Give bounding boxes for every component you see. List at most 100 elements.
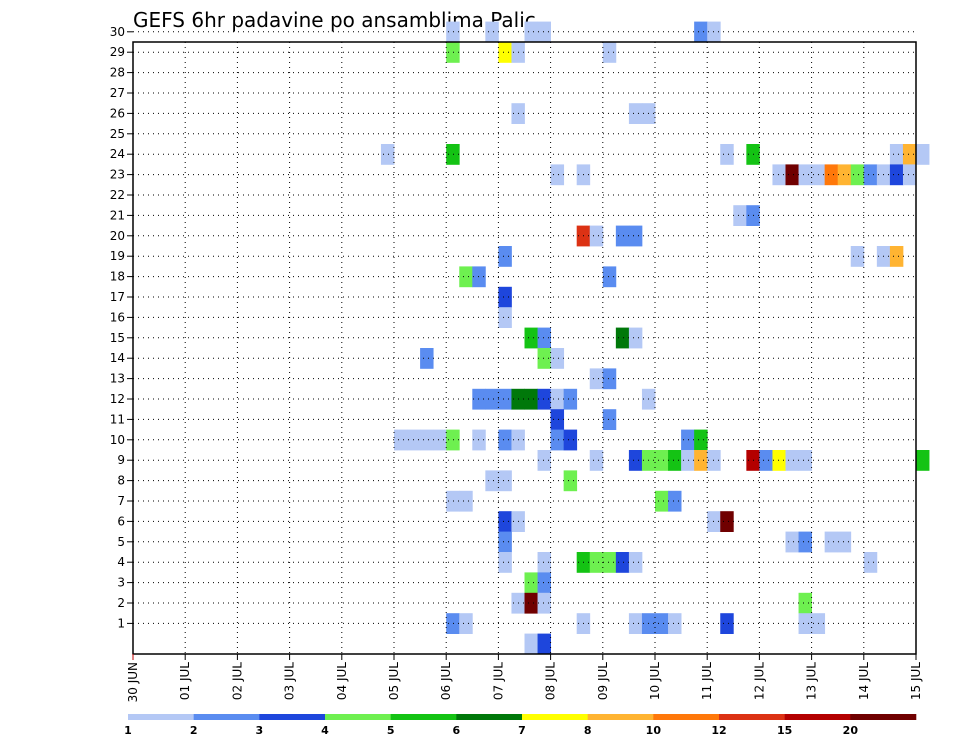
y-tick-label: 9 [117,453,125,467]
precip-cell [485,388,499,410]
precip-cell [589,225,604,247]
precip-cell [524,633,538,655]
precip-cell [837,164,852,186]
x-tick-label: 14 JUL [857,662,871,700]
x-tick-label: 30 JUN [126,662,140,702]
precip-cell [524,388,538,410]
x-tick-label: 10 JUL [648,662,662,700]
precip-cell [498,552,512,573]
y-tick-label: 18 [110,270,125,284]
precip-cell [498,388,512,410]
precip-cell [589,450,604,471]
colorbar-label: 10 [646,724,662,737]
precip-cell [602,409,617,430]
colorbar-swatch [719,714,785,720]
precip-cell [628,225,643,247]
precip-cell [537,388,551,410]
colorbar-label: 15 [777,724,792,737]
precip-cell [694,429,708,451]
y-tick-label: 4 [117,555,125,569]
colorbar-label: 2 [190,724,198,737]
precip-cell [655,450,669,471]
y-tick-label: 21 [110,208,125,222]
precip-cell [720,144,734,165]
colorbar-swatch [653,714,720,720]
y-tick-label: 8 [117,474,125,488]
precip-cell [459,490,473,512]
precip-cell [615,552,630,573]
precip-cell [550,409,565,430]
precip-cell [681,450,695,471]
precip-cell [602,368,617,390]
precip-cell [433,429,447,451]
colorbar-swatch [390,714,457,720]
grid-lines [133,31,916,654]
precip-cell [785,450,799,471]
precip-cell [446,429,460,451]
y-tick-label: 16 [110,310,125,324]
x-tick-label: 07 JUL [491,662,505,700]
y-tick-label: 20 [110,229,125,243]
precip-cell [655,613,669,634]
y-tick-label: 11 [110,412,125,426]
precip-cell [446,613,460,634]
y-tick-label: 23 [110,168,125,182]
y-tick-label: 13 [110,372,125,386]
colorbar-label: 6 [453,724,461,737]
precip-cell [889,164,904,186]
precip-cell [498,470,512,492]
precip-cell [380,144,395,165]
x-tick-label: 11 JUL [700,662,714,700]
colorbar-swatch [325,714,391,720]
colorbar-swatch [850,714,917,720]
colorbar-label: 12 [711,724,726,737]
precip-cell [668,613,682,634]
precip-cell [772,164,786,186]
y-tick-label: 3 [117,576,125,590]
colorbar-label: 1 [124,724,132,737]
y-tick-label: 25 [110,127,125,141]
colorbar-swatch [522,714,588,720]
precip-cell [916,144,930,165]
y-tick-label: 19 [110,249,125,263]
y-tick-label: 5 [117,535,125,549]
colorbar-swatch [587,714,654,720]
precip-cell [902,144,917,165]
precip-cell [589,368,604,390]
precip-cell [628,103,643,124]
precip-cell [472,388,486,410]
precip-cell [550,348,565,369]
precip-cell [628,552,643,573]
x-tick-label: 01 JUL [178,662,192,700]
x-tick-label: 13 JUL [805,662,819,700]
precip-cell [785,164,799,186]
x-tick-label: 09 JUL [596,662,610,700]
precip-cell [733,205,747,226]
precip-cell [824,164,839,186]
colorbar-swatch [259,714,326,720]
precip-cell [602,42,617,63]
precip-cell [537,450,551,471]
precip-cell [772,450,786,471]
precip-cell [694,21,708,43]
colorbar-label: 7 [518,724,526,737]
precip-cell [498,429,512,451]
precip-cell [498,286,512,308]
y-tick-label: 29 [110,45,125,59]
precip-cell [655,490,669,512]
precip-cell [550,388,565,410]
chart-title: GEFS 6hr padavine po ansamblima Palic [133,8,536,32]
precip-cell [720,511,734,532]
precip-cell [798,164,812,186]
precip-cell [537,21,551,43]
colorbar-swatch [193,714,260,720]
precip-cell [798,592,812,614]
precip-cell [615,327,630,349]
precip-cell [537,327,551,349]
x-tick-label: 04 JUL [335,662,349,700]
precip-cell [537,552,551,573]
x-tick-label: 08 JUL [544,662,558,700]
y-tick-label: 1 [117,616,125,630]
precip-cell [537,348,551,369]
